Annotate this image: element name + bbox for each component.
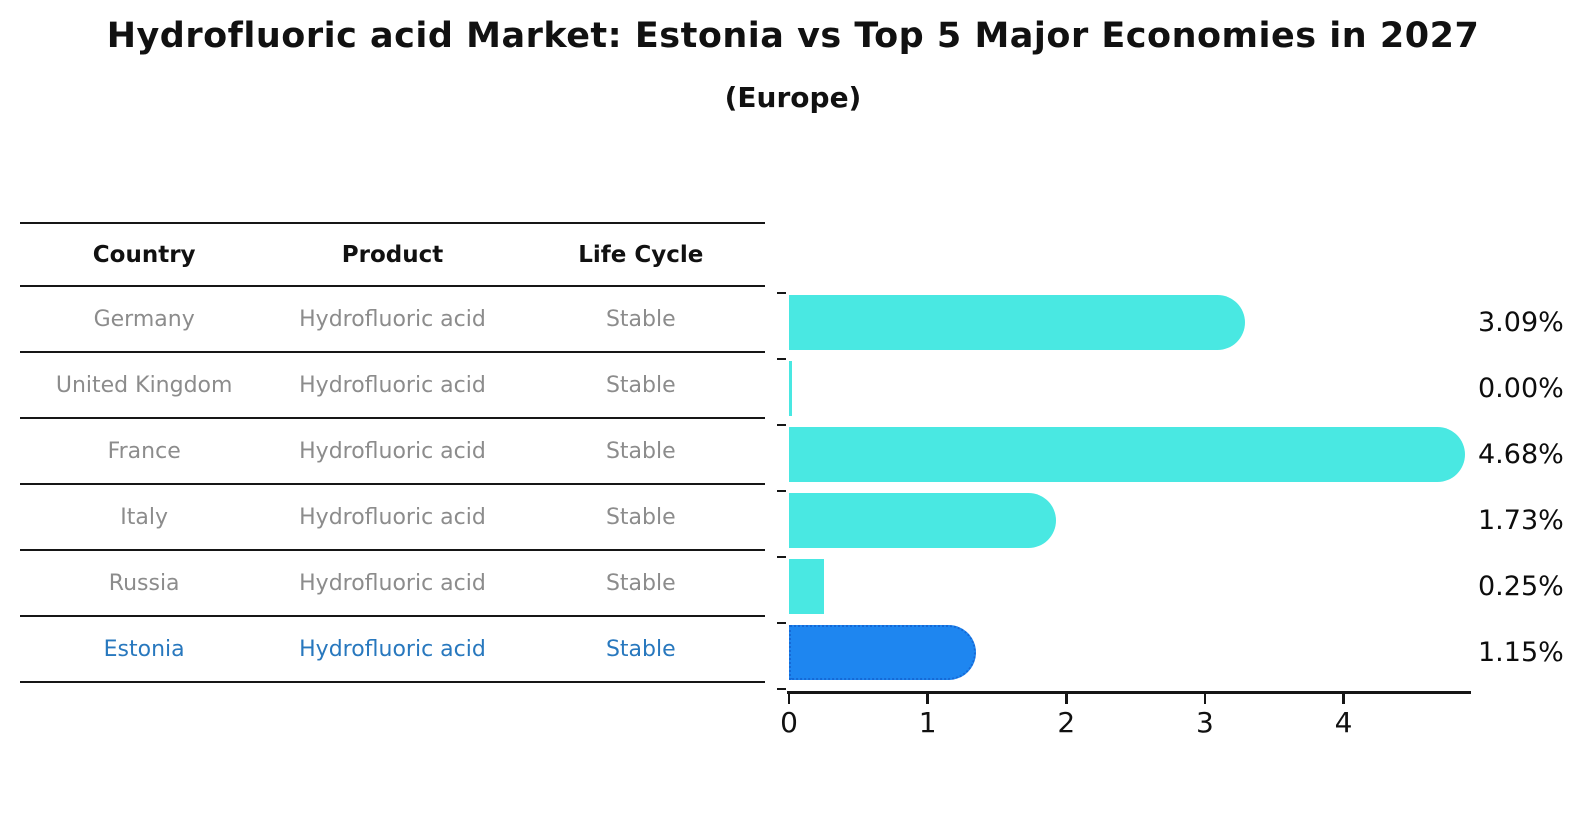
cell-country: France	[107, 438, 181, 464]
x-tick-4	[1342, 693, 1345, 704]
cell-country: Germany	[93, 306, 195, 332]
bar-chart: 0 1 2 3 4	[777, 289, 1471, 739]
value-label-france: 4.68%	[1478, 439, 1564, 470]
value-label-italy: 1.73%	[1478, 505, 1564, 536]
cell-product: Hydrofluoric acid	[299, 636, 486, 662]
y-tick-1	[777, 357, 786, 360]
x-tick-label-2: 2	[1057, 706, 1076, 739]
chart-subtitle: (Europe)	[724, 81, 862, 114]
x-tick-label-1: 1	[918, 706, 937, 739]
value-label-russia: 0.25%	[1478, 571, 1564, 602]
table-row-russia: Russia Hydrofluoric acid Stable	[20, 551, 765, 617]
cell-product: Hydrofluoric acid	[299, 504, 486, 530]
cell-life-cycle: Stable	[605, 372, 676, 398]
cell-life-cycle: Stable	[605, 636, 676, 662]
country-table: Country Product Life Cycle Germany Hydroflu…	[20, 222, 765, 683]
cell-country: Russia	[108, 570, 180, 596]
table-row-germany: Germany Hydrofluoric acid Stable	[20, 287, 765, 353]
bar-germany	[789, 295, 1245, 350]
cell-life-cycle: Stable	[605, 504, 676, 530]
value-label-united-kingdom: 0.00%	[1478, 373, 1564, 404]
x-axis-line	[787, 691, 1471, 694]
table-row-italy: Italy Hydrofluoric acid Stable	[20, 485, 765, 551]
bar-russia	[789, 559, 824, 614]
value-label-germany: 3.09%	[1478, 307, 1564, 338]
cell-country: United Kingdom	[55, 372, 233, 398]
x-tick-label-4: 4	[1334, 706, 1353, 739]
bar-france	[789, 427, 1466, 482]
cell-country: Italy	[120, 504, 169, 530]
y-tick-5	[777, 621, 786, 624]
cell-life-cycle: Stable	[605, 570, 676, 596]
table-row-france: France Hydrofluoric acid Stable	[20, 419, 765, 485]
header-cell-life-cycle: Life Cycle	[578, 241, 704, 268]
cell-life-cycle: Stable	[605, 438, 676, 464]
cell-life-cycle: Stable	[605, 306, 676, 332]
bar-estonia	[789, 625, 976, 680]
x-tick-label-0: 0	[780, 706, 798, 739]
cell-product: Hydrofluoric acid	[299, 438, 486, 464]
header-cell-product: Product	[341, 241, 444, 268]
bar-italy	[789, 493, 1057, 548]
header-cell-country: Country	[92, 241, 196, 268]
x-tick-2	[1065, 693, 1068, 704]
x-tick-3	[1203, 693, 1207, 704]
y-tick-0	[777, 291, 786, 294]
table-body: Germany Hydrofluoric acid Stable United Kin…	[20, 287, 765, 683]
table-row-estonia: Estonia Hydrofluoric acid Stable	[20, 617, 765, 683]
cell-product: Hydrofluoric acid	[299, 372, 486, 398]
y-tick-4	[777, 555, 786, 558]
table-row-united-kingdom: United Kingdom Hydrofluoric acid Stable	[20, 353, 765, 419]
x-tick-0	[787, 693, 791, 704]
table-header-row: Country Product Life Cycle	[20, 224, 765, 287]
bar-united-kingdom	[789, 361, 792, 416]
x-tick-1	[926, 693, 929, 704]
x-tick-label-3: 3	[1195, 706, 1214, 739]
cell-product: Hydrofluoric acid	[299, 570, 486, 596]
y-tick-2	[777, 423, 786, 426]
cell-product: Hydrofluoric acid	[299, 306, 486, 332]
value-label-estonia: 1.15%	[1478, 637, 1564, 668]
cell-country: Estonia	[103, 636, 185, 662]
chart-title: Hydrofluoric acid Market: Estonia vs Top…	[106, 16, 1480, 56]
y-tick-3	[777, 489, 786, 492]
y-tick-6	[777, 687, 786, 690]
